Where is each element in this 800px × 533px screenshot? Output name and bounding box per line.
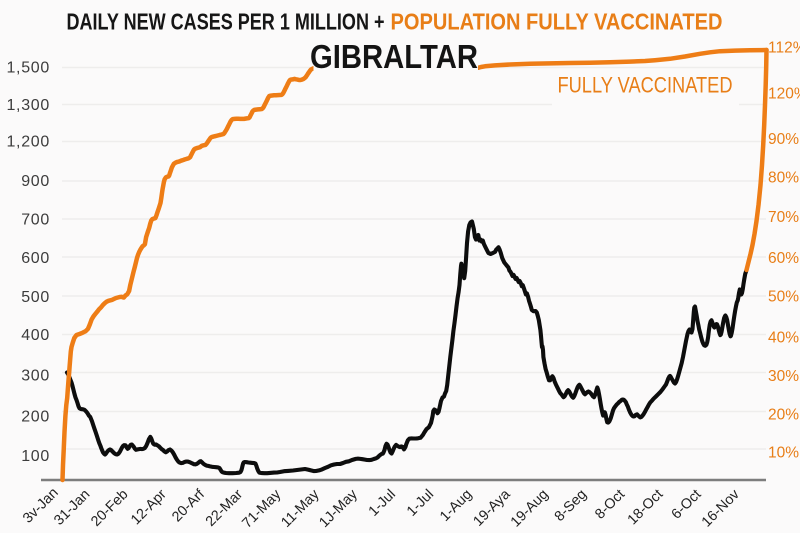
svg-text:20%: 20% [768, 407, 799, 424]
svg-text:112%: 112% [768, 40, 800, 57]
svg-text:400: 400 [21, 327, 50, 344]
svg-text:300: 300 [21, 368, 50, 385]
svg-text:500: 500 [21, 289, 50, 306]
svg-text:10%: 10% [768, 445, 799, 462]
svg-text:70%: 70% [768, 209, 799, 226]
svg-text:120%: 120% [768, 86, 800, 103]
svg-text:200: 200 [21, 409, 50, 426]
svg-text:GIBRALTAR: GIBRALTAR [310, 39, 478, 76]
svg-text:30%: 30% [768, 368, 799, 385]
svg-text:1,200: 1,200 [6, 134, 50, 151]
svg-text:80%: 80% [768, 170, 799, 187]
svg-text:DAILY NEW CASES PER 1 MILLION: DAILY NEW CASES PER 1 MILLION + [67, 8, 385, 34]
svg-text:FULLY VACCINATED: FULLY VACCINATED [558, 73, 733, 98]
svg-text:600: 600 [21, 250, 50, 267]
svg-text:POPULATION FULLY VACCINATED: POPULATION FULLY VACCINATED [391, 8, 723, 34]
svg-text:40%: 40% [768, 330, 799, 347]
svg-text:50%: 50% [768, 289, 799, 306]
svg-text:700: 700 [21, 212, 50, 229]
svg-text:900: 900 [21, 173, 50, 190]
svg-text:1,300: 1,300 [6, 97, 50, 114]
svg-text:100: 100 [21, 448, 50, 465]
svg-text:60%: 60% [768, 250, 799, 267]
svg-text:90%: 90% [768, 131, 799, 148]
svg-text:1,500: 1,500 [6, 60, 50, 77]
